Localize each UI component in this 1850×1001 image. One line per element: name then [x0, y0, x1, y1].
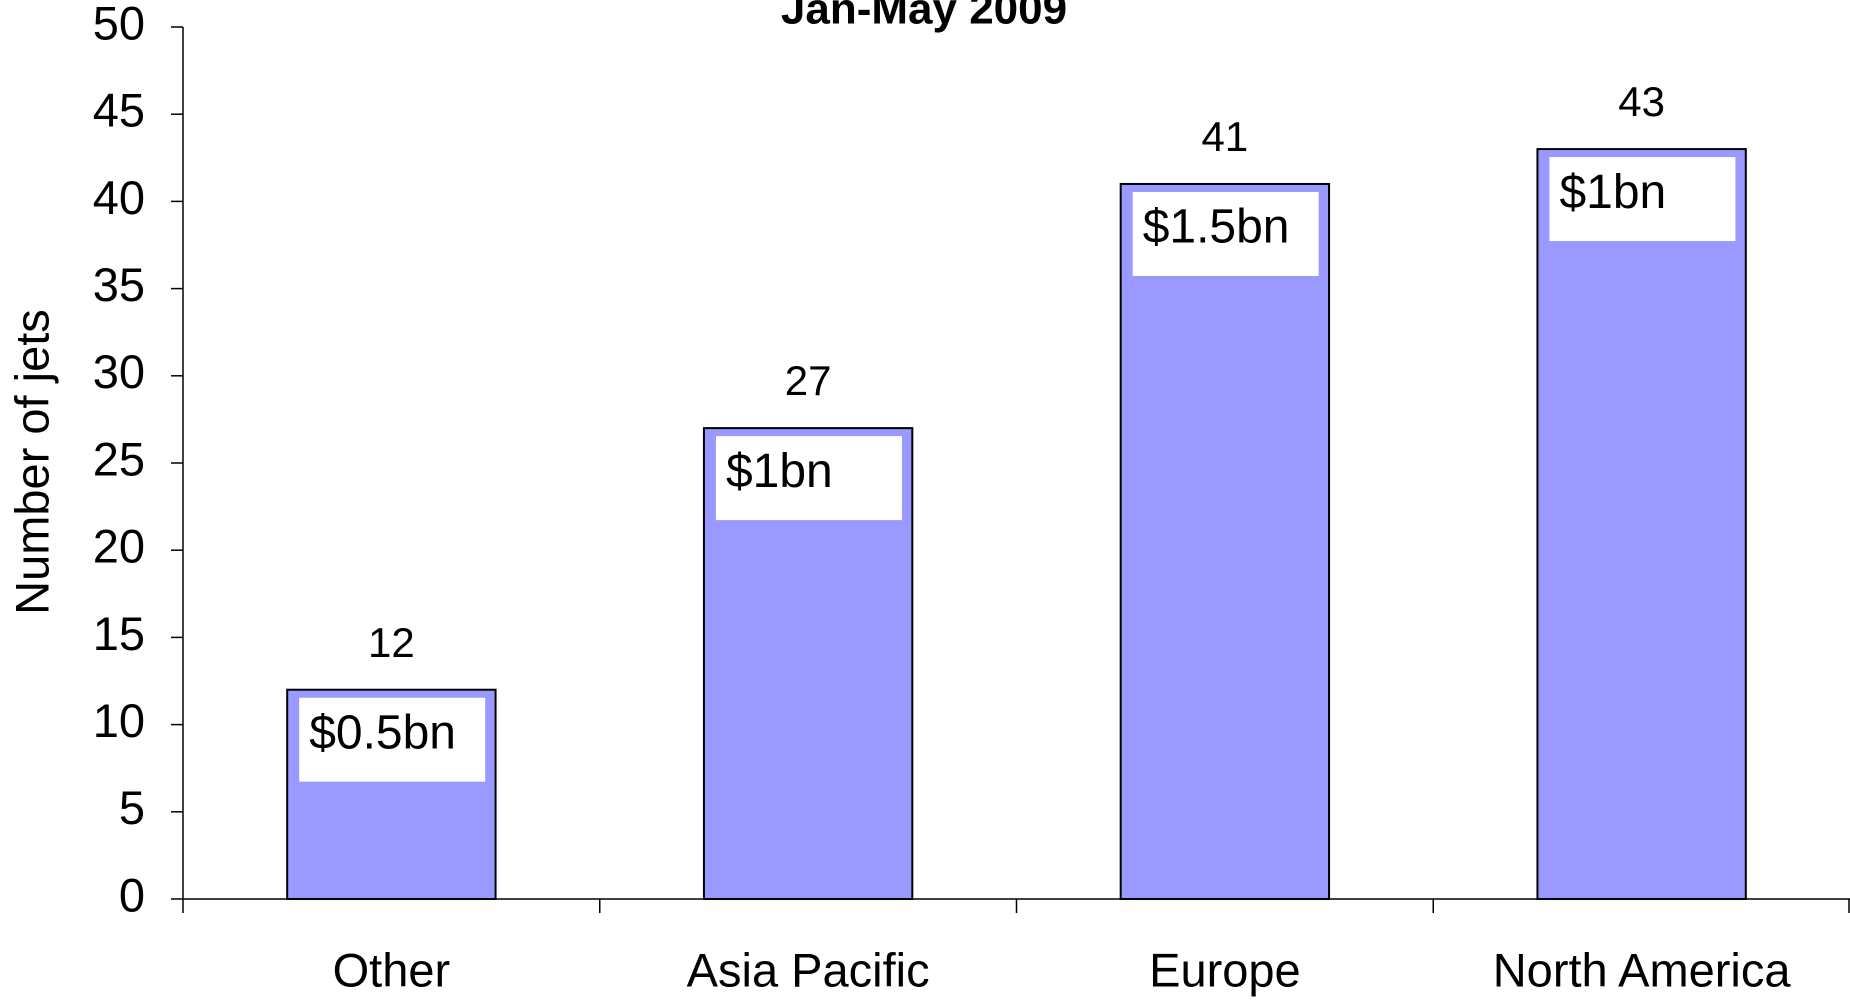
y-tick-label: 15 [93, 607, 145, 660]
x-tick-label: North America [1493, 943, 1792, 996]
data-label: 27 [785, 357, 832, 404]
x-tick-label: Europe [1149, 943, 1301, 996]
y-tick-label: 5 [119, 781, 145, 834]
y-tick-label: 20 [93, 520, 145, 573]
y-tick-label: 0 [119, 868, 145, 921]
y-tick-label: 10 [93, 694, 145, 747]
data-label: 41 [1202, 113, 1249, 160]
data-label: 43 [1618, 78, 1665, 125]
bar [1536, 148, 1747, 900]
y-tick-label: 25 [93, 432, 145, 485]
y-tick-label: 45 [93, 84, 145, 137]
y-tick-label: 30 [93, 345, 145, 398]
annotation: $1bn [1559, 166, 1666, 219]
annotation: $1.5bn [1143, 201, 1290, 254]
bar [1119, 182, 1331, 900]
y-tick-label: 40 [93, 171, 145, 224]
annotation: $1bn [726, 445, 833, 498]
y-tick-label: 35 [93, 258, 145, 311]
annotation-box [299, 697, 486, 782]
annotation-box [1132, 191, 1319, 276]
annotation-box [715, 436, 902, 521]
chart-title: Jan-May 2009 [781, 0, 1067, 34]
x-tick-label: Asia Pacific [687, 943, 930, 996]
annotation-box [1549, 157, 1736, 242]
y-axis-label: Number of jets [5, 309, 58, 615]
data-label: 12 [368, 619, 415, 666]
annotation: $0.5bn [309, 706, 456, 759]
x-tick-label: Other [333, 943, 451, 996]
y-tick-label: 50 [93, 0, 145, 49]
